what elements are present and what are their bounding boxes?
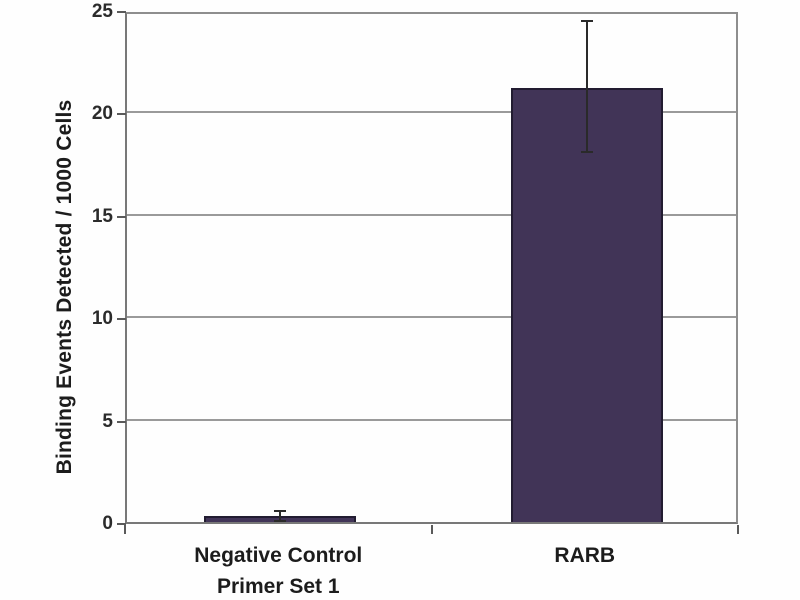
category-label-line: Negative Control <box>194 544 363 567</box>
gridline-15 <box>127 213 736 216</box>
error-bar-cap-rarb-bottom <box>580 151 593 154</box>
error-bar-cap-negative-control-bottom <box>274 519 287 522</box>
category-label-line: Primer Set 1 <box>216 575 340 598</box>
y-tick-label-15: 15 <box>91 205 113 227</box>
category-label-line: RARB <box>554 544 616 567</box>
error-bar-rarb <box>585 22 588 152</box>
plot-area <box>125 12 738 524</box>
y-tick-label-20: 20 <box>91 103 113 125</box>
error-bar-cap-negative-control-top <box>274 509 287 512</box>
y-tick-10 <box>117 318 126 321</box>
gridline-20 <box>127 111 736 114</box>
y-tick-label-10: 10 <box>91 308 113 330</box>
error-bar-cap-rarb-top <box>580 20 593 23</box>
y-tick-5 <box>117 420 126 423</box>
y-tick-label-0: 0 <box>102 513 113 534</box>
gridline-10 <box>127 316 736 319</box>
category-label-negative-control: Negative Control Primer Set 1 <box>128 540 428 600</box>
x-tick-2 <box>737 525 739 534</box>
y-tick-label-25: 25 <box>91 1 113 22</box>
y-axis-title: Binding Events Detected / 1000 Cells <box>53 99 76 475</box>
category-label-rarb: RARB <box>435 540 735 571</box>
error-bar-negative-control <box>279 511 282 520</box>
x-tick-0 <box>124 525 126 534</box>
y-tick-15 <box>117 215 126 218</box>
y-tick-label-5: 5 <box>102 410 113 432</box>
y-tick-25 <box>117 11 126 13</box>
y-tick-0 <box>117 523 126 525</box>
gridline-5 <box>127 418 736 421</box>
bar-rarb <box>510 87 663 522</box>
x-tick-1 <box>430 525 433 534</box>
y-tick-20 <box>117 113 126 116</box>
